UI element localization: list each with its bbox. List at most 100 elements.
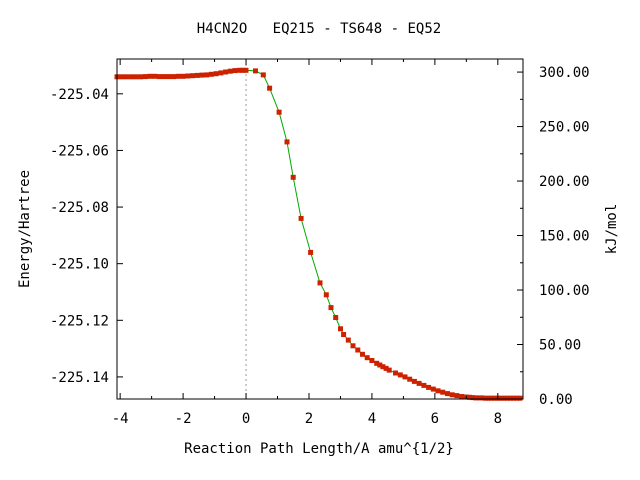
data-point	[338, 326, 343, 332]
data-point	[482, 395, 488, 401]
x-tick-label: 0	[242, 411, 250, 427]
y2-tick-label: 50.00	[539, 338, 581, 354]
data-point	[350, 343, 356, 349]
data-point	[459, 394, 465, 399]
data-point	[218, 70, 224, 76]
y2-tick-label: 100.00	[539, 283, 590, 299]
data-point	[380, 364, 386, 370]
data-point	[435, 388, 441, 394]
data-point	[374, 360, 380, 366]
data-point	[514, 395, 520, 401]
data-point	[402, 374, 408, 380]
data-point	[421, 382, 427, 388]
data-point	[364, 355, 370, 361]
y-axis-label: Energy/Hartree	[17, 170, 33, 288]
data-point	[393, 370, 398, 376]
data-point	[284, 139, 290, 145]
y-axis-left: -225.04 -225.06 -225.08 -225.10 -225.12 -225.…	[50, 87, 123, 386]
data-point	[147, 73, 153, 79]
data-point	[470, 395, 476, 401]
data-point	[199, 72, 205, 78]
data-point	[232, 68, 238, 74]
y2-tick-label: 300.00	[539, 65, 590, 81]
data-point	[133, 74, 139, 80]
x-tick-label: 8	[494, 411, 502, 427]
data-point	[383, 365, 389, 371]
y-axis-right: 0.00 50.00 100.00 150.00 200.00 250.00 300.00	[517, 65, 590, 408]
data-point	[454, 393, 460, 399]
data-point	[290, 174, 296, 180]
data-point	[128, 74, 134, 80]
data-point	[328, 305, 334, 311]
x-tick-label: 4	[368, 411, 376, 427]
data-point	[397, 372, 403, 378]
data-point	[152, 73, 158, 79]
plot-area	[114, 59, 523, 401]
data-point	[369, 358, 375, 363]
data-point	[476, 395, 482, 401]
data-point	[345, 337, 351, 343]
y-tick-label: -225.12	[50, 313, 109, 329]
data-points	[114, 67, 523, 401]
x-tick-label: 6	[431, 411, 439, 427]
data-point	[407, 376, 413, 382]
data-point	[511, 395, 517, 401]
data-point	[166, 74, 172, 80]
data-point	[449, 392, 455, 398]
data-point	[377, 362, 383, 368]
data-point	[240, 67, 246, 73]
data-point	[501, 395, 507, 401]
data-point	[440, 389, 446, 395]
data-point	[416, 380, 422, 386]
data-point	[479, 395, 485, 401]
x-tick-label: -2	[175, 411, 192, 427]
data-point	[204, 72, 210, 78]
data-point	[208, 71, 214, 77]
data-point	[430, 386, 436, 392]
x-axis: -4 -2 0 2 4 6 8	[112, 59, 502, 427]
data-point	[445, 391, 450, 397]
data-point	[489, 395, 494, 401]
data-point	[360, 351, 365, 357]
data-point	[317, 280, 323, 286]
data-point	[298, 215, 304, 221]
y2-tick-label: 200.00	[539, 174, 590, 190]
data-point	[504, 395, 510, 401]
y2-tick-label: 0.00	[539, 392, 573, 408]
data-point	[355, 347, 361, 353]
energy-curve	[117, 69, 520, 399]
y-tick-label: -225.04	[50, 87, 109, 103]
data-point	[223, 69, 229, 75]
data-point	[227, 68, 233, 74]
y-tick-label: -225.10	[50, 257, 109, 273]
data-point	[190, 73, 195, 79]
data-point	[323, 292, 329, 298]
data-point	[341, 332, 347, 337]
data-point	[123, 74, 129, 80]
data-point	[411, 378, 417, 384]
x-tick-label: 2	[305, 411, 313, 427]
data-point	[386, 367, 392, 373]
x-axis-label: Reaction Path Length/A amu^{1/2}	[184, 441, 454, 457]
y2-axis-label: kJ/mol	[604, 204, 620, 255]
data-point	[485, 395, 491, 401]
data-point	[467, 394, 472, 400]
data-point	[175, 73, 181, 79]
y-tick-label: -225.08	[50, 200, 109, 216]
data-point	[267, 85, 273, 91]
data-point	[426, 384, 432, 390]
y-tick-label: -225.06	[50, 143, 109, 159]
data-point	[213, 71, 219, 77]
data-point	[507, 395, 513, 401]
data-point	[498, 395, 504, 401]
data-point	[180, 73, 186, 79]
data-point	[142, 74, 148, 80]
data-point	[517, 395, 523, 401]
data-point	[243, 67, 249, 73]
x-tick-label: -4	[112, 411, 129, 427]
data-point	[185, 73, 191, 79]
data-point	[194, 72, 200, 78]
data-point	[253, 68, 258, 74]
data-point	[119, 74, 125, 80]
